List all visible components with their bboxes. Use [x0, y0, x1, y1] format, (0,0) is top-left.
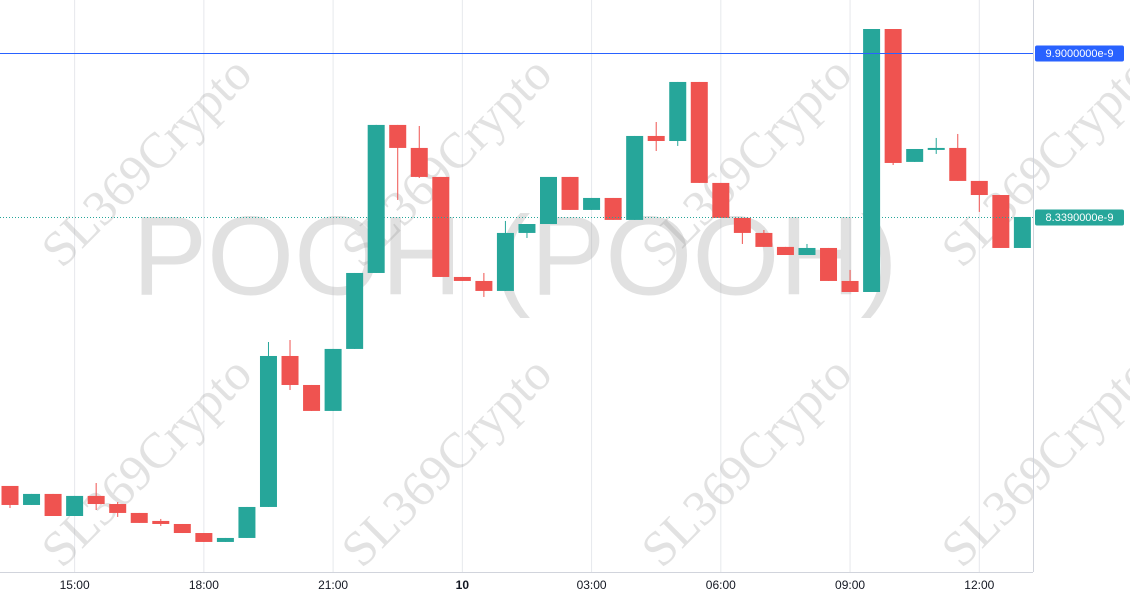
x-tick-label: 15:00: [60, 578, 90, 592]
x-tick-label: 21:00: [318, 578, 348, 592]
time-axis: 15:00 18:00 21:00 10 03:00 06:00 09:00 12:00: [60, 578, 995, 592]
candle-body: [238, 506, 256, 538]
candle-body: [927, 147, 945, 150]
candle-body: [669, 81, 687, 142]
candle-body: [475, 280, 493, 291]
candle-body: [884, 28, 902, 163]
x-tick-label: 18:00: [189, 578, 219, 592]
price-label-box: [1035, 45, 1124, 62]
candle-body: [841, 280, 859, 292]
candle-body: [130, 512, 148, 523]
candle-body: [712, 182, 730, 218]
candle-body: [303, 384, 321, 411]
candle-body: [367, 124, 385, 273]
candle-body: [453, 276, 471, 281]
candle-body: [863, 28, 881, 292]
candle-body: [733, 217, 751, 233]
x-tick-label: 06:00: [706, 578, 736, 592]
candle-body: [66, 495, 84, 516]
candle-body: [906, 148, 924, 162]
candle-body: [647, 135, 665, 142]
price-label-box: [1035, 209, 1124, 226]
candle-body: [776, 246, 794, 256]
candle-body: [281, 355, 299, 385]
candle-body: [992, 195, 1010, 248]
price-label: 8.3390000e-9: [1046, 212, 1114, 224]
x-tick-label: 03:00: [577, 578, 607, 592]
candle-body: [690, 81, 708, 183]
candle-body: [496, 232, 514, 291]
candle-body: [540, 176, 557, 225]
x-tick-label: 10: [456, 578, 470, 592]
candle-body: [410, 147, 428, 177]
price-label: 9.9000000e-9: [1046, 48, 1114, 60]
candle-body: [346, 272, 364, 349]
candle-body: [561, 176, 579, 210]
candle-body: [87, 495, 105, 505]
price-lines: 9.9000000e-9 8.3390000e-9: [0, 45, 1124, 226]
candles: [1, 28, 1031, 542]
x-tick-label: 12:00: [964, 578, 994, 592]
candle-body: [755, 232, 773, 247]
candle-body: [23, 493, 41, 505]
candle-body: [1013, 216, 1031, 248]
candle-body: [389, 124, 407, 148]
candle-body: [970, 180, 988, 196]
candle-body: [626, 135, 644, 220]
candle-body: [432, 176, 450, 277]
candle-body: [324, 348, 342, 411]
candle-body: [583, 197, 601, 210]
x-tick-label: 09:00: [835, 578, 865, 592]
candle-body: [44, 493, 62, 516]
candle-body: [259, 355, 277, 507]
candle-body: [195, 533, 213, 542]
candle-body: [216, 537, 234, 542]
candle-body: [518, 224, 536, 233]
candle-body: [152, 520, 170, 524]
candle-body: [1, 485, 19, 505]
candle-body: [604, 197, 622, 220]
candle-body: [173, 523, 191, 534]
candle-body: [109, 504, 127, 513]
candle-body: [949, 147, 967, 181]
grid: [74, 0, 980, 572]
symbol-watermark: POOH (POOH): [132, 194, 897, 319]
candle-body: [798, 247, 816, 256]
candle-body: [820, 247, 838, 281]
